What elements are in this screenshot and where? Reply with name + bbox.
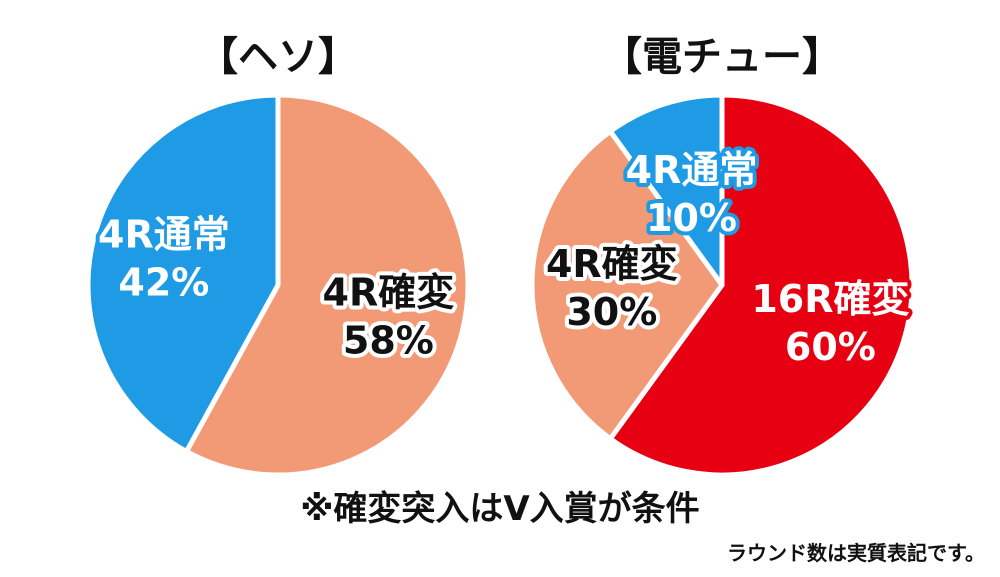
pie-heso-slice-0-value: 58%: [343, 318, 434, 362]
pie-heso-slice-0: [183, 92, 471, 478]
pie-title-denchu: 【電チュー】: [602, 34, 842, 80]
pie-denchu-slice-2-label: 4R通常: [626, 148, 758, 192]
pie-denchu-slice-0: [607, 92, 915, 478]
footer-subnote: ラウンド数は実質表記です。: [727, 541, 985, 565]
pie-heso-slice-0-label: 4R確変: [323, 270, 455, 314]
pie-denchu-slice-1-label: 4R確変: [546, 242, 678, 286]
pie-title-heso: 【ヘソ】: [198, 34, 358, 80]
footer-note: ※確変突入はV入賞が条件: [300, 489, 699, 529]
pie-heso-slice-1: [85, 92, 281, 454]
pie-denchu-slice-1: [529, 128, 725, 442]
pie-denchu-slice-2: [607, 92, 725, 288]
pie-denchu-slice-2-value: 10%: [646, 196, 737, 240]
pie-heso-slice-1-label: 4R通常: [98, 213, 230, 257]
pie-denchu-slice-1-value: 30%: [566, 290, 657, 334]
pie-denchu-slice-0-label: 16R確変: [751, 277, 909, 321]
pie-heso-slice-1-value: 42%: [118, 261, 209, 305]
pie-denchu-slice-0-value: 60%: [785, 325, 876, 369]
